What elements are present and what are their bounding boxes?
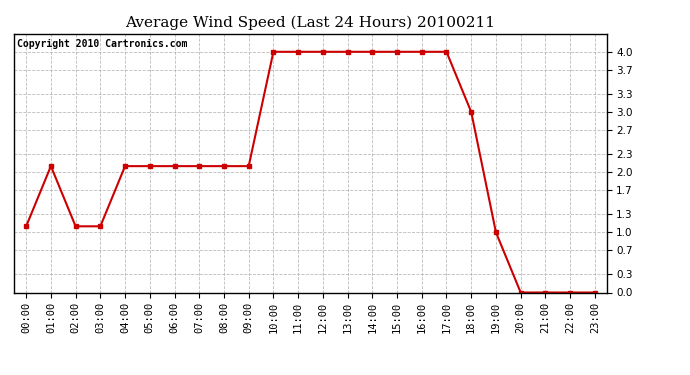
Text: Copyright 2010 Cartronics.com: Copyright 2010 Cartronics.com [17, 39, 187, 49]
Title: Average Wind Speed (Last 24 Hours) 20100211: Average Wind Speed (Last 24 Hours) 20100… [126, 15, 495, 30]
